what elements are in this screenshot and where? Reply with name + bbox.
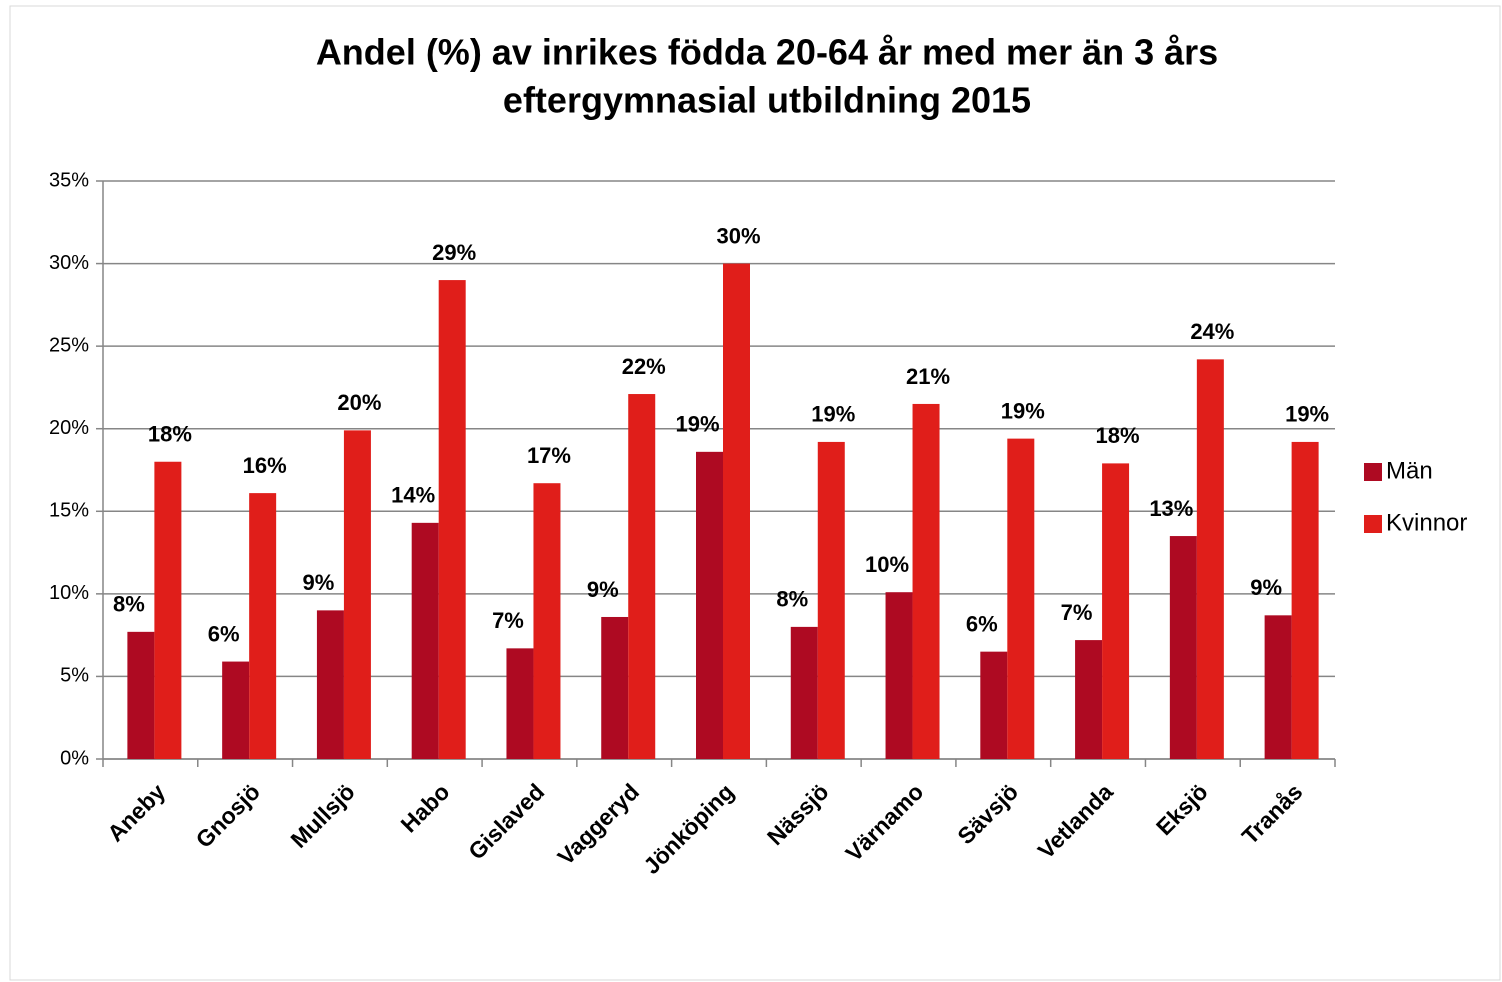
- bar: [222, 661, 250, 759]
- legend-label: Män: [1386, 457, 1433, 484]
- value-label: 16%: [243, 453, 287, 478]
- bar: [601, 616, 629, 759]
- bar: [1075, 640, 1103, 759]
- value-label: 21%: [906, 364, 950, 389]
- legend-label: Kvinnor: [1386, 509, 1467, 536]
- bar: [506, 648, 534, 759]
- value-label: 6%: [966, 611, 998, 636]
- bar: [533, 483, 561, 759]
- bar: [696, 451, 723, 759]
- y-tick-label: 25%: [49, 334, 89, 356]
- value-label: 7%: [492, 608, 524, 633]
- bar: [790, 626, 818, 759]
- legend-swatch: [1364, 463, 1382, 481]
- y-tick-label: 5%: [60, 665, 89, 687]
- value-label: 22%: [622, 354, 666, 379]
- value-label: 9%: [303, 570, 335, 595]
- bar: [1007, 438, 1035, 759]
- value-label: 8%: [113, 592, 145, 617]
- bar: [980, 651, 1008, 759]
- bar: [316, 610, 344, 759]
- x-tick-label: Habo: [395, 778, 454, 837]
- x-tick-label: Eksjö: [1151, 778, 1213, 840]
- bar: [1291, 441, 1319, 759]
- x-tick-label: Mullsjö: [285, 778, 359, 852]
- value-label: 9%: [1250, 575, 1282, 600]
- bar: [885, 592, 913, 759]
- value-label: 8%: [776, 587, 808, 612]
- value-label: 14%: [391, 483, 435, 508]
- bar: [411, 522, 439, 759]
- x-tick-label: Sävsjö: [952, 778, 1023, 849]
- x-tick-label: Jönköping: [638, 778, 739, 879]
- legend-swatch: [1364, 515, 1382, 533]
- bar: [154, 461, 182, 759]
- value-label: 19%: [675, 412, 719, 437]
- value-label: 20%: [337, 390, 381, 415]
- x-tick-label: Vetlanda: [1033, 778, 1118, 863]
- y-tick-label: 20%: [49, 417, 89, 439]
- bar: [817, 441, 845, 759]
- value-label: 10%: [865, 552, 909, 577]
- bar: [1264, 615, 1292, 759]
- chart-frame: [9, 5, 1501, 981]
- bar: [1102, 463, 1130, 759]
- bar: [343, 430, 371, 759]
- value-label: 29%: [432, 240, 476, 265]
- x-tick-label: Aneby: [102, 778, 170, 846]
- bar: [628, 394, 656, 759]
- value-label: 9%: [587, 577, 619, 602]
- bar: [438, 280, 466, 759]
- x-tick-label: Nässjö: [762, 778, 834, 850]
- value-label: 13%: [1149, 496, 1193, 521]
- x-tick-label: Gnosjö: [191, 778, 265, 852]
- value-label: 18%: [148, 422, 192, 447]
- value-label: 19%: [1001, 398, 1045, 423]
- bar: [1196, 359, 1224, 759]
- x-tick-label: Tranås: [1237, 778, 1308, 849]
- y-tick-label: 15%: [49, 500, 89, 522]
- y-tick-label: 30%: [49, 252, 89, 274]
- bar: [1169, 536, 1197, 759]
- chart-title: Andel (%) av inrikes födda 20-64 år med …: [316, 32, 1218, 73]
- value-label: 17%: [527, 443, 571, 468]
- bar: [249, 493, 277, 759]
- bar: [912, 403, 940, 759]
- value-label: 19%: [1285, 402, 1329, 427]
- bar: [723, 263, 750, 759]
- y-tick-label: 0%: [60, 747, 89, 769]
- bar: [127, 631, 155, 759]
- value-label: 30%: [716, 223, 760, 248]
- value-label: 7%: [1061, 600, 1093, 625]
- value-label: 19%: [811, 402, 855, 427]
- x-tick-label: Vaggeryd: [552, 778, 644, 870]
- chart-title: eftergymnasial utbildning 2015: [503, 80, 1031, 121]
- x-tick-label: Gislaved: [463, 778, 549, 864]
- y-tick-label: 10%: [49, 582, 89, 604]
- value-label: 18%: [1096, 423, 1140, 448]
- value-label: 6%: [208, 621, 240, 646]
- x-tick-label: Värnamo: [840, 778, 928, 866]
- y-tick-label: 35%: [49, 169, 89, 191]
- value-label: 24%: [1190, 319, 1234, 344]
